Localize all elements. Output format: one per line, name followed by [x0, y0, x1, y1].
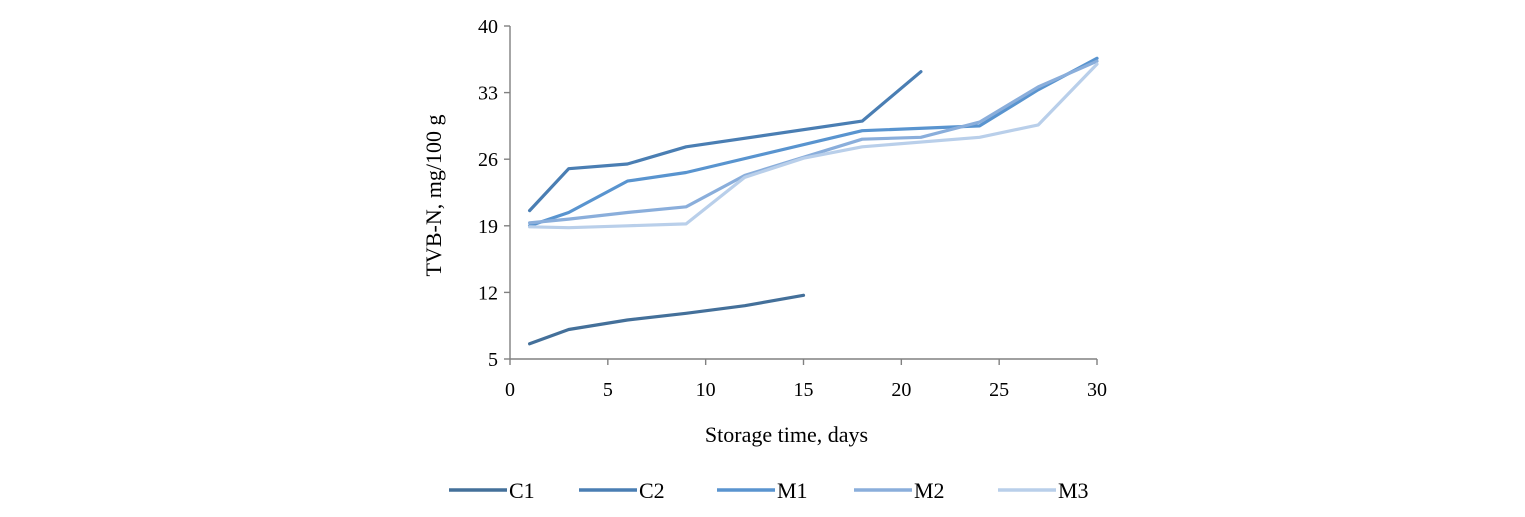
- y-axis-title: TVB-N, mg/100 g: [421, 115, 446, 277]
- x-tick-label: 10: [696, 379, 716, 401]
- legend-item-m3: M3: [998, 478, 1089, 503]
- series-lines: [527, 56, 1099, 346]
- y-tick-label: 33: [478, 83, 498, 105]
- legend-label: M2: [914, 478, 945, 503]
- series-line-m1: [527, 56, 1099, 228]
- x-tick-label: 15: [794, 379, 814, 401]
- series-line-c2: [527, 70, 923, 213]
- legend-item-c2: C2: [579, 478, 665, 503]
- legend-item-c1: C1: [449, 478, 535, 503]
- legend-label: C1: [509, 478, 535, 503]
- y-tick-label: 12: [478, 282, 498, 304]
- legend-label: M1: [777, 478, 808, 503]
- x-tick-label: 0: [505, 379, 515, 401]
- legend-item-m2: M2: [854, 478, 945, 503]
- y-tick-label: 5: [488, 349, 498, 371]
- legend-label: C2: [639, 478, 665, 503]
- x-axis-title: Storage time, days: [705, 422, 868, 447]
- series-line-c1: [527, 293, 806, 346]
- series-line-m3: [527, 62, 1099, 230]
- y-tick-label: 19: [478, 216, 498, 238]
- x-tick-label: 30: [1087, 379, 1107, 401]
- y-tick-label: 40: [478, 16, 498, 38]
- legend-item-m1: M1: [717, 478, 808, 503]
- x-tick-label: 5: [603, 379, 613, 401]
- y-tick-label: 26: [478, 149, 498, 171]
- legend: C1 C2 M1 M2 M3: [449, 478, 1089, 503]
- y-axis-ticks: 5 12 19 26 33 40: [478, 16, 510, 371]
- x-tick-label: 25: [989, 379, 1009, 401]
- legend-label: M3: [1058, 478, 1089, 503]
- x-axis-ticks: 0 5 10 15 20 25 30: [505, 359, 1107, 401]
- x-tick-label: 20: [891, 379, 911, 401]
